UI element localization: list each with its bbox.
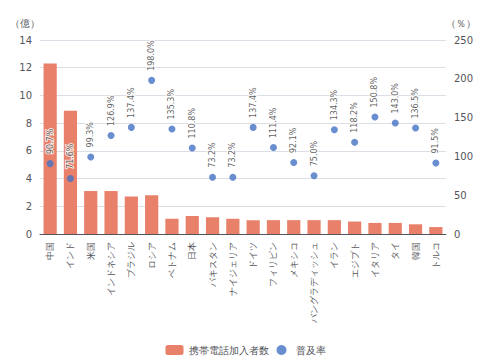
svg-text:ナイジェリア: ナイジェリア bbox=[228, 242, 238, 296]
svg-text:エジプト: エジプト bbox=[350, 242, 360, 278]
svg-text:250: 250 bbox=[454, 35, 473, 46]
svg-text:メキシコ: メキシコ bbox=[289, 242, 299, 278]
svg-text:136.5%: 136.5% bbox=[411, 88, 420, 119]
svg-text:150.8%: 150.8% bbox=[370, 77, 379, 108]
svg-text:トルコ: トルコ bbox=[431, 242, 441, 269]
svg-text:12: 12 bbox=[19, 62, 32, 73]
svg-text:ブラジル: ブラジル bbox=[126, 242, 136, 278]
svg-text:0: 0 bbox=[454, 229, 460, 240]
svg-text:中国: 中国 bbox=[45, 242, 55, 260]
svg-text:99.3%: 99.3% bbox=[86, 122, 95, 148]
svg-text:14: 14 bbox=[19, 35, 32, 46]
svg-text:2: 2 bbox=[26, 201, 32, 212]
svg-text:137.4%: 137.4% bbox=[127, 87, 136, 118]
svg-text:パキスタン: パキスタン bbox=[208, 242, 218, 288]
svg-text:普及率: 普及率 bbox=[296, 345, 326, 356]
svg-text:126.9%: 126.9% bbox=[107, 95, 116, 126]
svg-text:ベトナム: ベトナム bbox=[167, 242, 177, 278]
svg-text:イラン: イラン bbox=[329, 242, 339, 269]
svg-text:92.1%: 92.1% bbox=[289, 127, 298, 153]
svg-text:（億）: （億） bbox=[10, 18, 40, 29]
svg-text:143.0%: 143.0% bbox=[391, 83, 400, 114]
svg-text:韓国: 韓国 bbox=[411, 242, 421, 260]
svg-text:8: 8 bbox=[26, 118, 32, 129]
svg-text:91.5%: 91.5% bbox=[431, 128, 440, 154]
svg-text:111.4%: 111.4% bbox=[269, 107, 278, 138]
svg-text:バングラディッシュ: バングラディッシュ bbox=[309, 242, 319, 324]
svg-text:日本: 日本 bbox=[187, 242, 197, 260]
svg-text:携帯電話加入者数: 携帯電話加入者数 bbox=[189, 345, 269, 356]
svg-text:75.0%: 75.0% bbox=[310, 140, 319, 166]
svg-text:6: 6 bbox=[26, 145, 32, 156]
svg-text:90.7%: 90.7% bbox=[46, 128, 55, 154]
svg-text:ロシア: ロシア bbox=[147, 242, 157, 269]
svg-text:0: 0 bbox=[26, 229, 32, 240]
svg-text:ドイツ: ドイツ bbox=[248, 242, 258, 269]
svg-text:米国: 米国 bbox=[86, 242, 96, 260]
svg-text:（％）: （％） bbox=[446, 18, 476, 29]
svg-text:135.3%: 135.3% bbox=[167, 89, 176, 120]
svg-text:100: 100 bbox=[454, 151, 473, 162]
svg-text:4: 4 bbox=[26, 173, 32, 184]
svg-text:50: 50 bbox=[454, 190, 467, 201]
svg-text:インド: インド bbox=[65, 242, 75, 269]
svg-text:73.2%: 73.2% bbox=[228, 142, 237, 168]
svg-text:イタリア: イタリア bbox=[370, 242, 380, 278]
svg-text:フィリピン: フィリピン bbox=[268, 242, 278, 287]
svg-text:71.6%: 71.6% bbox=[66, 143, 75, 169]
svg-text:インドネシア: インドネシア bbox=[106, 242, 116, 296]
svg-text:10: 10 bbox=[19, 90, 32, 101]
svg-text:150: 150 bbox=[454, 112, 473, 123]
svg-text:198.0%: 198.0% bbox=[147, 40, 156, 71]
svg-text:200: 200 bbox=[454, 73, 473, 84]
svg-text:73.2%: 73.2% bbox=[208, 142, 217, 168]
svg-text:タイ: タイ bbox=[390, 242, 400, 260]
svg-text:137.4%: 137.4% bbox=[249, 87, 258, 118]
svg-text:118.2%: 118.2% bbox=[350, 102, 359, 133]
svg-text:134.3%: 134.3% bbox=[330, 89, 339, 120]
svg-text:110.8%: 110.8% bbox=[188, 108, 197, 139]
